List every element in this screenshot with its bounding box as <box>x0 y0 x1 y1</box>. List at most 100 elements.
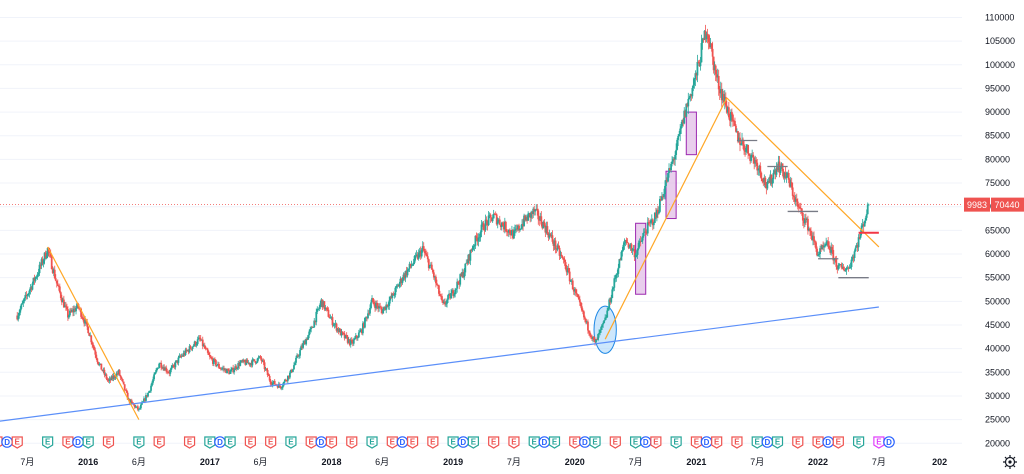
price-tick-label: 95000 <box>985 83 1010 93</box>
event-markers: EDEEEDEEEEEEDEEEEEDEEEEDEEEDEEEEDEEDEEED… <box>0 437 894 448</box>
earnings-letter: E <box>450 438 456 447</box>
earnings-marker: E <box>833 437 843 448</box>
earnings-letter: E <box>633 438 639 447</box>
trend-line <box>48 247 139 420</box>
earnings-letter: E <box>552 438 558 447</box>
last-price-labels: 9983 70440 <box>964 198 1024 212</box>
candle-body <box>441 296 443 300</box>
earnings-marker: E <box>286 437 296 448</box>
earnings-marker: E <box>570 437 580 448</box>
earnings-letter: E <box>15 438 21 447</box>
dividend-letter: D <box>582 438 588 447</box>
candle-body <box>866 214 868 218</box>
candle-body <box>192 347 194 349</box>
candle-body <box>96 358 98 361</box>
dividend-letter: D <box>75 438 81 447</box>
price-tick-label: 25000 <box>985 415 1010 425</box>
dividend-marker: D <box>641 437 651 447</box>
candle-body <box>700 62 702 66</box>
earnings-letter: E <box>755 438 761 447</box>
last-price-label: 70440 <box>994 200 1019 210</box>
time-tick-label: 7月 <box>507 457 521 467</box>
candle-body <box>174 362 176 367</box>
time-tick-label: 2017 <box>200 457 220 467</box>
earnings-marker: E <box>63 437 73 448</box>
candle-body <box>499 220 501 225</box>
candle-body <box>606 311 608 318</box>
earnings-marker: E <box>590 437 600 448</box>
dividend-marker: D <box>762 437 772 447</box>
candle-body <box>617 268 619 274</box>
price-tick-label: 45000 <box>985 320 1010 330</box>
dividend-marker: D <box>2 437 12 447</box>
candle-body <box>254 359 256 361</box>
earnings-letter: E <box>268 438 274 447</box>
earnings-letter: E <box>714 438 720 447</box>
candle-body <box>158 364 160 368</box>
earnings-marker: E <box>813 437 823 448</box>
price-tick-label: 30000 <box>985 391 1010 401</box>
earnings-letter: E <box>673 438 679 447</box>
dividend-letter: D <box>643 438 649 447</box>
time-tick-label: 2019 <box>443 457 463 467</box>
price-tick-label: 100000 <box>985 60 1015 70</box>
candle-body <box>55 278 57 281</box>
symbol-badge: 9983 <box>967 200 987 210</box>
earnings-marker: E <box>12 437 22 448</box>
candle-body <box>687 99 689 106</box>
earnings-marker: E <box>854 437 864 448</box>
earnings-letter: E <box>187 438 193 447</box>
earnings-letter: E <box>207 438 213 447</box>
time-tick-label: 6月 <box>254 457 268 467</box>
time-tick-label: 2020 <box>565 457 585 467</box>
candle-body <box>293 365 295 369</box>
dividend-letter: D <box>825 438 831 447</box>
time-tick-label: 2016 <box>78 457 98 467</box>
earnings-marker: E <box>610 437 620 448</box>
earnings-letter: E <box>136 438 142 447</box>
earnings-marker: E <box>245 437 255 448</box>
earnings-letter: E <box>430 438 436 447</box>
candle-body <box>464 264 466 273</box>
earnings-marker: E <box>468 437 478 448</box>
dividend-marker: D <box>701 437 711 447</box>
candle-body <box>197 339 199 344</box>
price-axis[interactable]: 2000025000300003500040000450005000055000… <box>985 12 1015 448</box>
dividend-marker: D <box>73 437 83 447</box>
earnings-marker: E <box>306 437 316 448</box>
earnings-letter: E <box>65 438 71 447</box>
dividend-marker: D <box>397 437 407 447</box>
earnings-marker: E <box>691 437 701 448</box>
earnings-letter: E <box>227 438 233 447</box>
earnings-letter: E <box>836 438 842 447</box>
candle-body <box>178 358 180 363</box>
candle-body <box>100 364 102 370</box>
earnings-letter: E <box>471 438 477 447</box>
earnings-marker: E <box>266 437 276 448</box>
time-tick-label: 6月 <box>132 457 146 467</box>
candle-body <box>123 382 125 385</box>
earnings-letter: E <box>156 438 162 447</box>
dividend-marker: D <box>215 437 225 447</box>
earnings-marker: E <box>732 437 742 448</box>
candle-body <box>153 374 155 379</box>
earnings-letter: E <box>45 438 51 447</box>
candlestick-series <box>16 25 869 412</box>
earnings-letter: E <box>815 438 821 447</box>
earnings-letter: E <box>653 438 659 447</box>
earnings-marker: E <box>448 437 458 448</box>
earnings-marker: E <box>134 437 144 448</box>
dividend-letter: D <box>318 438 324 447</box>
candle-body <box>824 246 826 247</box>
chart-settings-button[interactable] <box>1003 455 1017 469</box>
time-tick-label: 6月 <box>375 457 389 467</box>
earnings-letter: E <box>795 438 801 447</box>
earnings-marker: E <box>387 437 397 448</box>
earnings-letter: E <box>86 438 92 447</box>
earnings-letter: E <box>856 438 862 447</box>
price-tick-label: 40000 <box>985 344 1010 354</box>
earnings-marker: E <box>793 437 803 448</box>
